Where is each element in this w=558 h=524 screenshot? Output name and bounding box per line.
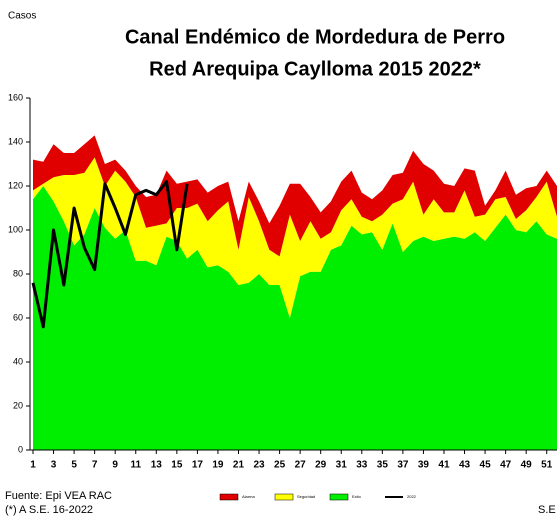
- line: [31, 180, 189, 329]
- legend-swatch: [219, 493, 239, 501]
- y-tick-label: 160: [8, 92, 23, 102]
- x-tick-label: 43: [459, 460, 471, 471]
- x-tick-label: 21: [233, 460, 245, 471]
- x-tick-label: 5: [71, 460, 77, 471]
- y-tick-label: 140: [8, 136, 23, 146]
- source: Fuente: Epi VEA RAC: [5, 490, 112, 502]
- x-tick-label: 37: [397, 460, 409, 471]
- x-tick-label: 33: [356, 460, 368, 471]
- x-tick-label: 19: [212, 460, 224, 471]
- y-tick-label: 120: [8, 180, 23, 190]
- x-tick-label: 3: [51, 460, 57, 471]
- x-tick-label: 51: [541, 460, 553, 471]
- y-tick-label: 20: [13, 400, 23, 410]
- area: [33, 135, 557, 257]
- x-tick-label: 49: [521, 460, 533, 471]
- area: [33, 186, 557, 450]
- x-tick-label: 25: [274, 460, 286, 471]
- y-tick-label: 60: [13, 312, 23, 322]
- x-tick-label: 13: [151, 460, 163, 471]
- x-tick-label: 45: [480, 460, 492, 471]
- legend-swatch: [329, 493, 349, 501]
- legend-label: Exito: [352, 494, 362, 499]
- y-tick-label: 0: [18, 444, 23, 454]
- x-tick-label: 31: [336, 460, 348, 471]
- x-tick-label: 27: [295, 460, 307, 471]
- chart-subtitle: Red Arequipa Caylloma 2015 2022*: [149, 58, 481, 80]
- y-axis-label: Casos: [8, 11, 36, 22]
- chart-title: Canal Endémico de Mordedura de Perro: [125, 26, 505, 48]
- x-tick-label: 7: [92, 460, 98, 471]
- x-tick-label: 11: [130, 460, 141, 471]
- note: (*) A S.E. 16-2022: [5, 504, 93, 516]
- legend-swatch: [274, 493, 294, 501]
- x-axis-label: S.E: [538, 504, 556, 516]
- x-tick-label: 9: [112, 460, 118, 471]
- x-tick-label: 15: [171, 460, 183, 471]
- x-tick-label: 23: [253, 460, 265, 471]
- x-tick-label: 1: [30, 460, 36, 471]
- legend-label: Seguridad: [297, 494, 315, 499]
- legend-label: 2022: [407, 494, 417, 499]
- y-tick-label: 100: [8, 224, 23, 234]
- y-tick-label: 80: [13, 268, 23, 278]
- x-tick-label: 47: [500, 460, 512, 471]
- y-tick-label: 40: [13, 356, 23, 366]
- x-tick-label: 35: [377, 460, 389, 471]
- x-tick-label: 29: [315, 460, 327, 471]
- legend-label: Alarma: [242, 494, 255, 499]
- x-tick-label: 17: [192, 460, 204, 471]
- area: [33, 157, 557, 318]
- x-tick-label: 41: [438, 460, 450, 471]
- x-tick-label: 39: [418, 460, 430, 471]
